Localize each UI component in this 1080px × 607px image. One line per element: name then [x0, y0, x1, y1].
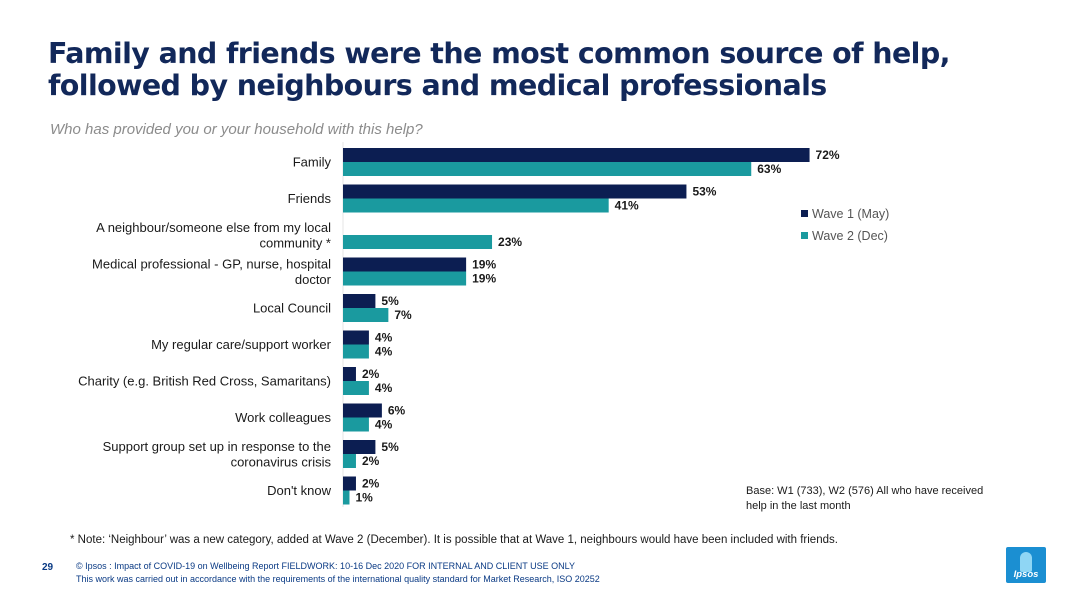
category-label-line: Medical professional - GP, nurse, hospit…	[92, 257, 331, 272]
category-label: A neighbour/someone else from my local co…	[96, 220, 331, 251]
bar-wave2	[343, 235, 493, 249]
category-label: My regular care/support worker	[151, 337, 332, 352]
data-label: 5%	[381, 440, 399, 454]
data-label: 5%	[381, 294, 399, 308]
data-label: 41%	[615, 199, 639, 213]
bar-wave1	[343, 476, 356, 491]
bar-chart: Family 72% 63% Friends 53% 41% A neighbour/som…	[78, 142, 889, 507]
data-label: 2%	[362, 454, 380, 468]
footer: © Ipsos : Impact of COVID-19 on Wellbein…	[76, 560, 600, 585]
data-label: 19%	[472, 272, 496, 286]
bar-wave2	[343, 308, 389, 322]
category-label: Support group set up in response to the c…	[103, 439, 332, 470]
bar-wave1	[343, 403, 382, 418]
category-label-line: coronavirus crisis	[231, 455, 332, 470]
base-note: Base: W1 (733), W2 (576) All who have re…	[746, 485, 984, 512]
data-label: 7%	[394, 308, 412, 322]
bar-wave1	[343, 330, 369, 345]
data-label: 1%	[355, 491, 373, 505]
data-label: 2%	[362, 477, 380, 491]
category-label: Family	[293, 155, 332, 170]
category-label: Charity (e.g. British Red Cross, Samarit…	[78, 374, 331, 389]
bar-wave2	[343, 454, 356, 468]
bar-wave2	[343, 490, 350, 505]
data-label: 23%	[498, 235, 522, 249]
logo-mark-icon	[1020, 552, 1032, 572]
data-label: 4%	[375, 418, 393, 432]
chart-question: Who has provided you or your household w…	[50, 121, 423, 138]
category-label: Work colleagues	[235, 410, 331, 425]
category-label-line: community *	[259, 236, 331, 251]
data-label: 6%	[388, 404, 406, 418]
category-label: Medical professional - GP, nurse, hospit…	[92, 257, 332, 288]
ipsos-logo: Ipsos	[1006, 547, 1046, 583]
category-label: Friends	[288, 191, 332, 206]
data-label: 4%	[375, 331, 393, 345]
bar-wave1	[343, 367, 356, 381]
legend-entry: Wave 1 (May)	[812, 207, 889, 221]
page-title: Family and friends were the most common …	[48, 37, 950, 102]
data-label: 4%	[375, 345, 393, 359]
bar-wave2	[343, 162, 752, 176]
category-label-line: Support group set up in response to the	[103, 439, 331, 454]
bar-wave1	[343, 294, 376, 308]
footer-iso-note: This work was carried out in accordance …	[76, 573, 600, 584]
bar-wave1	[343, 257, 467, 272]
bar-wave2	[343, 417, 369, 432]
category-label: Local Council	[253, 301, 331, 316]
bar-wave2	[343, 271, 467, 286]
bar-wave2	[343, 344, 369, 359]
data-label: 72%	[816, 148, 840, 162]
legend-entry: Wave 2 (Dec)	[812, 229, 888, 243]
data-label: 63%	[757, 162, 781, 176]
footnote: * Note: ‘Neighbour’ was a new category, …	[70, 534, 838, 546]
bar-wave1	[343, 184, 687, 199]
logo-text: Ipsos	[1013, 569, 1039, 580]
legend-swatch	[801, 232, 808, 239]
page-number: 29	[42, 562, 54, 573]
bar-wave1	[343, 440, 376, 454]
data-label: 2%	[362, 367, 380, 381]
legend-swatch	[801, 210, 808, 217]
category-label-line: doctor	[295, 272, 332, 287]
data-label: 19%	[472, 258, 496, 272]
category-label-line: A neighbour/someone else from my local	[96, 220, 331, 235]
bar-wave2	[343, 198, 609, 213]
category-label: Don't know	[267, 483, 332, 498]
data-label: 53%	[692, 185, 716, 199]
footer-copyright: © Ipsos : Impact of COVID-19 on Wellbein…	[76, 561, 575, 571]
bar-wave1	[343, 148, 810, 162]
data-label: 4%	[375, 381, 393, 395]
bar-wave2	[343, 381, 369, 395]
